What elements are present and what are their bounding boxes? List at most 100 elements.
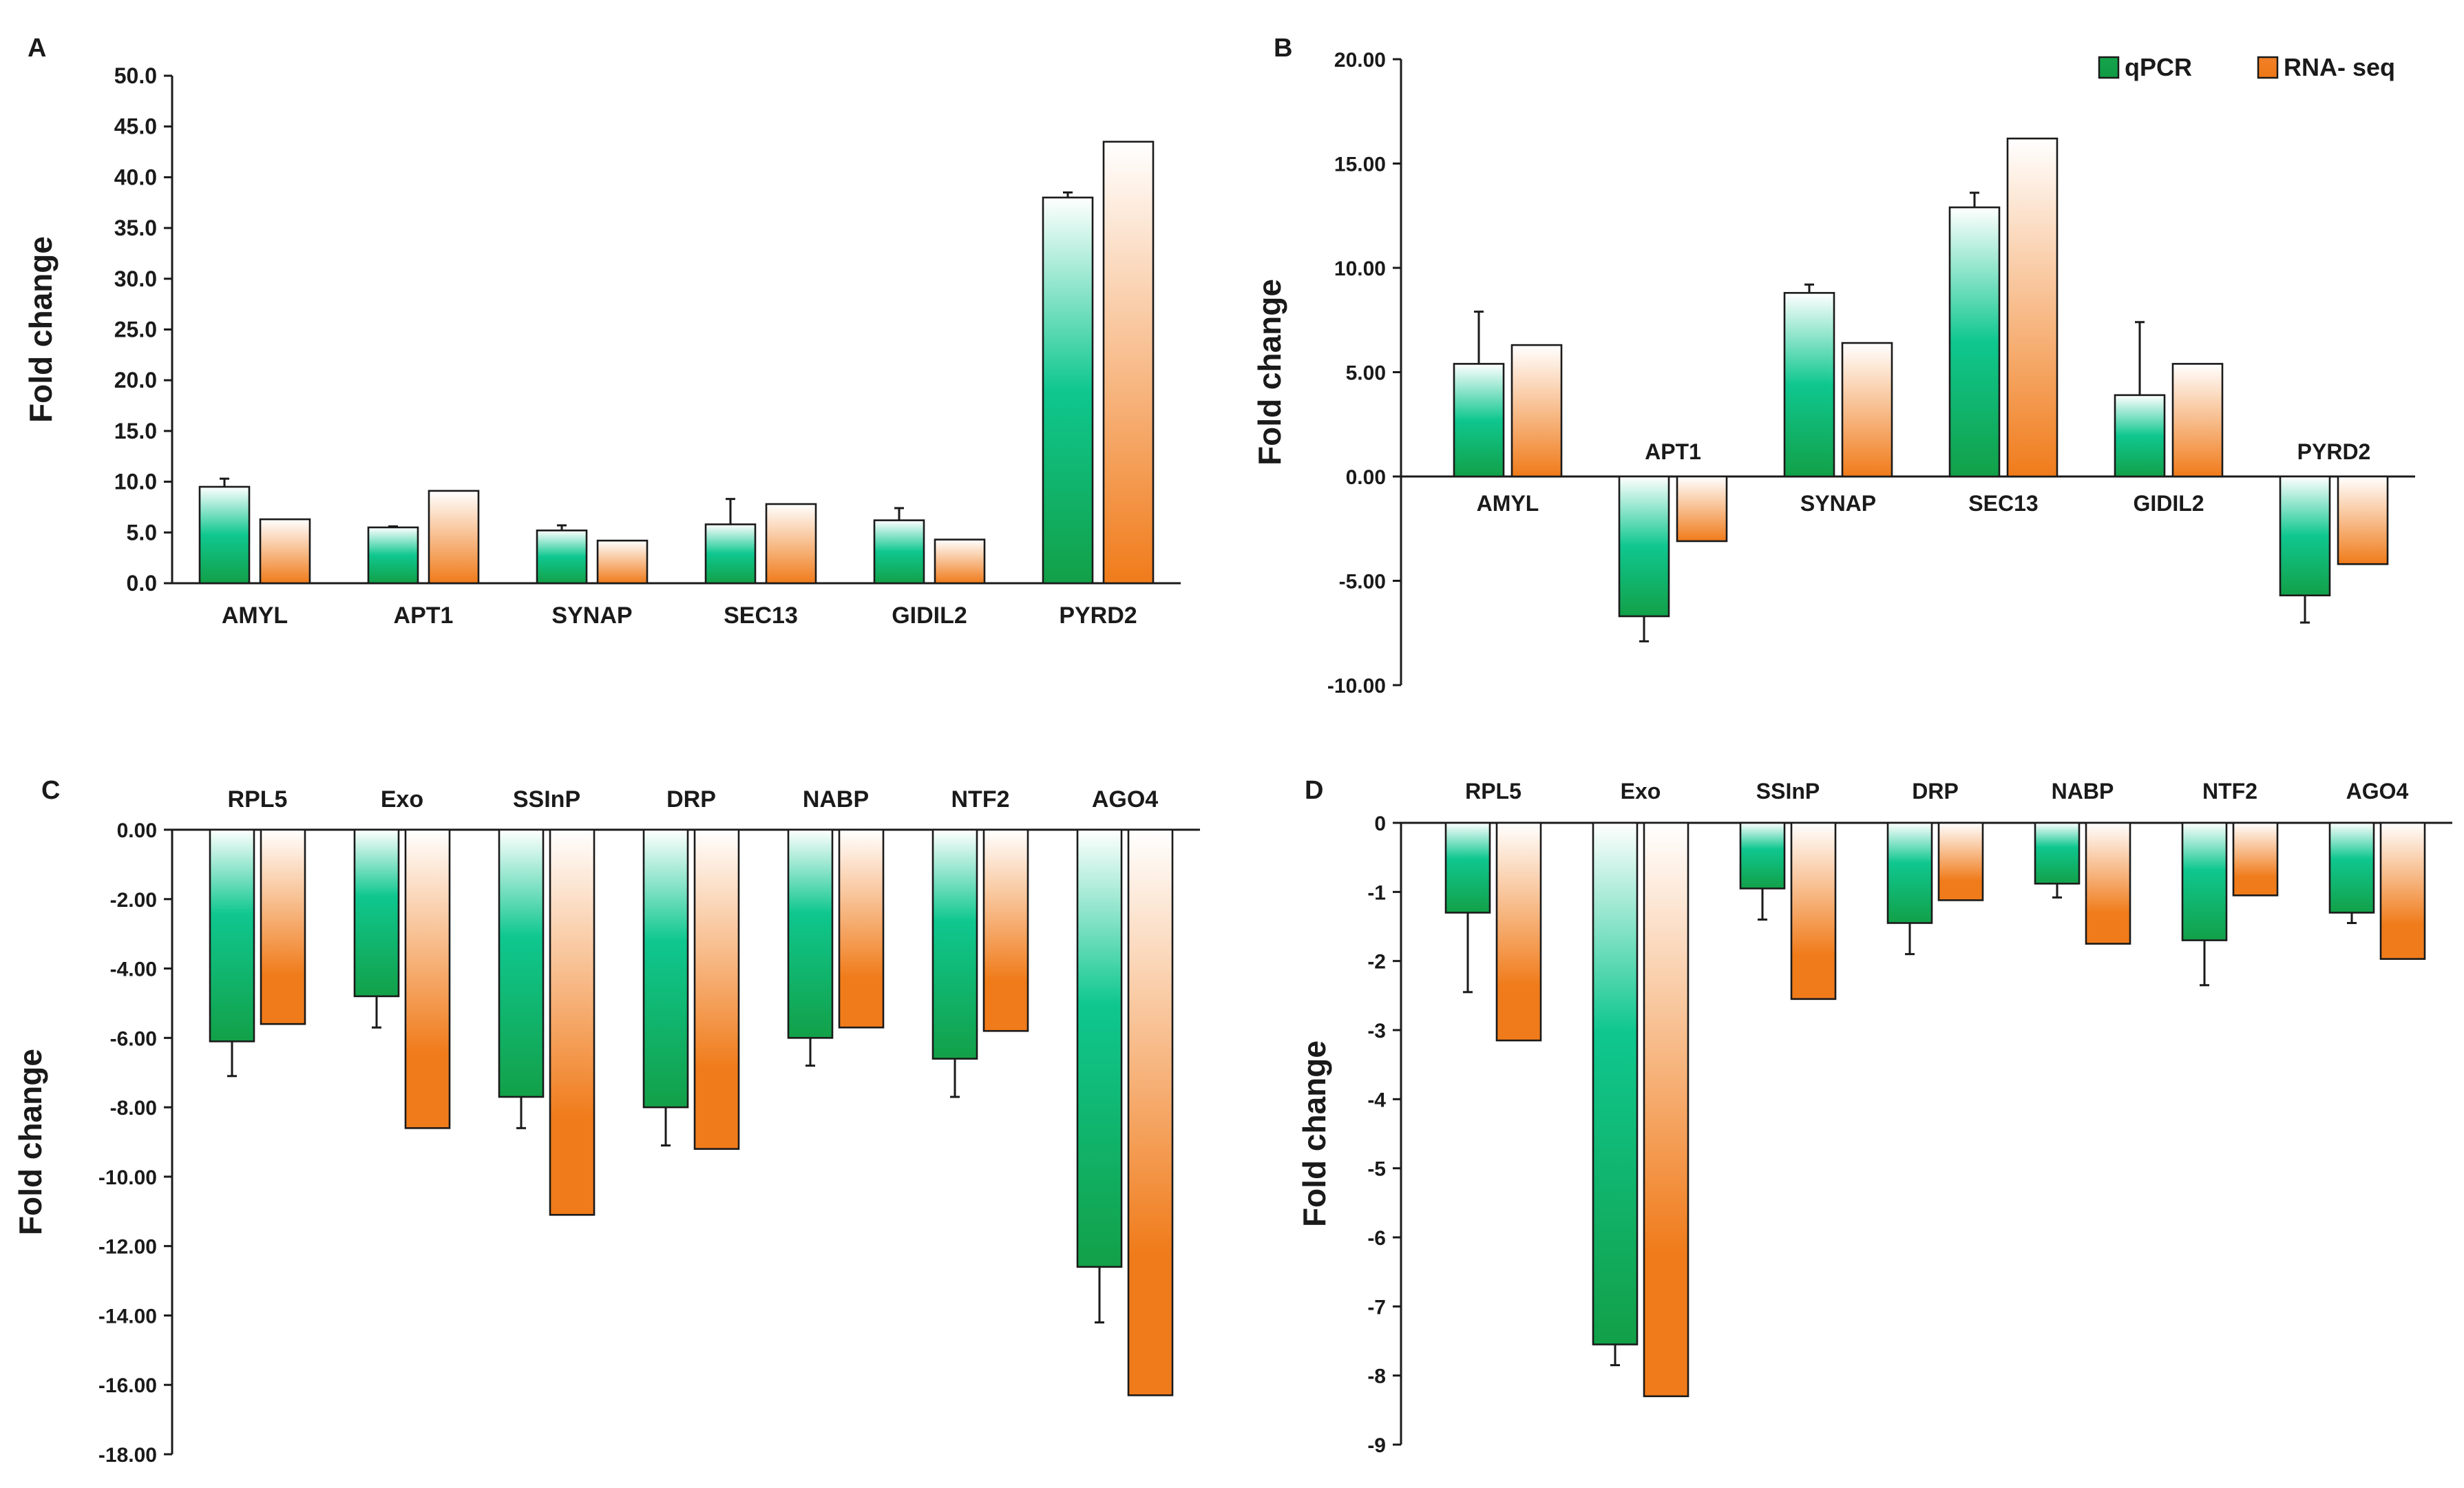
chart-panel-c: -18.00 -16.00 -14.00 -12.00 -10.00 -8.00 -6.00… [12,786,1200,1467]
panel-label-a: A [28,34,46,63]
bar-qpcr-apt1 [1618,475,1670,618]
chart-panel-d: -9 -8 -7 -6 -5 -4 -3 -2 -1 0 Fold change RPL5 Exo SSI… [1296,779,2452,1457]
y-tick-label: 5.0 [127,520,157,545]
legend-label-rna-seq: RNA- seq [2284,53,2395,81]
x-category-label-drp: DRP [1912,779,1959,804]
bar-rna-seq-ntf2 [2232,821,2279,897]
bar-rna-seq-exo [404,828,451,1129]
x-category-label-synap: SYNAP [551,602,632,629]
bar-rna-seq-pyrd2 [2337,475,2389,565]
bar-qpcr-ntf2 [931,828,978,1060]
x-category-label-apt1: APT1 [394,602,454,629]
bar-qpcr-exo [1592,821,1639,1345]
bar-rna-seq-ssinp [549,828,596,1216]
bar-rna-seq-exo [1643,821,1689,1398]
x-category-label-sec13: SEC13 [1968,491,2038,516]
y-tick-label: 15.0 [114,419,157,443]
bar-rna-seq-amyl [259,518,311,585]
y-tick-label: -4.00 [110,958,157,981]
y-tick-label: -10.00 [1327,675,1386,698]
x-category-label-ntf2: NTF2 [2202,779,2257,804]
y-tick-label: -12.00 [98,1236,157,1259]
legend-swatch-rna-seq [2257,56,2279,79]
bar-rna-seq-ssinp [1790,821,1837,1000]
bar-rna-seq-drp [693,828,740,1150]
y-tick-label: -2.00 [110,889,157,912]
bar-qpcr-drp [642,828,689,1109]
bar-qpcr-pyrd2 [1042,196,1094,585]
y-axis-title: Fold change [1252,279,1287,465]
bar-rna-seq-sec13 [2006,137,2058,478]
x-category-label-pyrd2: PYRD2 [1059,602,1137,629]
y-tick-label: -6 [1367,1227,1386,1250]
x-category-label-gidil2: GIDIL2 [2133,491,2204,516]
x-category-label-pyrd2: PYRD2 [2297,439,2371,464]
y-tick-label: 5.00 [1346,362,1386,385]
bar-qpcr-rpl5 [1444,821,1491,914]
y-tick-label: 30.0 [114,266,157,291]
bar-rna-seq-rpl5 [1495,821,1542,1042]
bar-qpcr-apt1 [367,526,419,585]
bar-qpcr-nabp [787,828,834,1039]
chart-panel-a: 0.0 5.0 10.0 15.0 20.0 25.0 30.0 35.0 40.0 45.0 50… [23,63,1181,629]
bar-qpcr-synap [1783,292,1835,478]
x-category-label-synap: SYNAP [1800,491,1876,516]
bar-qpcr-ago4 [1076,828,1123,1268]
x-category-label-ssinp: SSInP [513,786,580,813]
y-tick-label: -14.00 [98,1305,157,1328]
y-tick-label: -10.00 [98,1166,157,1189]
y-tick-label: -3 [1367,1020,1386,1042]
bar-qpcr-sec13 [704,523,757,585]
panel-label-d: D [1305,776,1323,805]
y-tick-label: 15.00 [1334,154,1386,176]
bar-qpcr-ssinp [498,828,545,1098]
chart-panel-b: -10.00 -5.00 0.00 5.00 10.00 15.00 20.00 Fold c… [1252,49,2415,698]
bar-qpcr-gidil2 [2114,394,2166,478]
y-tick-label: 0.0 [127,571,157,596]
x-category-label-rpl5: RPL5 [228,786,288,813]
y-tick-label: 0.00 [117,819,157,842]
y-tick-label: -5 [1367,1158,1386,1181]
bar-rna-seq-sec13 [765,503,817,585]
panel-label-c: C [41,776,60,805]
y-axis-title: Fold change [12,1049,48,1235]
bar-rna-seq-gidil2 [934,538,986,585]
y-axis-title: Fold change [1296,1040,1332,1227]
legend-label-qpcr: qPCR [2125,53,2192,81]
y-tick-label: 40.0 [114,165,157,189]
y-tick-label: -1 [1367,881,1386,904]
y-tick-label: -8 [1367,1365,1386,1388]
bar-qpcr-sec13 [1948,206,2001,478]
bar-rna-seq-gidil2 [2171,363,2224,478]
x-category-label-exo: Exo [381,786,423,813]
y-tick-label: -2 [1367,951,1386,974]
y-axis-title: Fold change [23,236,59,423]
y-tick-label: -7 [1367,1296,1386,1319]
y-tick-label: -8.00 [110,1097,157,1120]
bar-rna-seq-synap [596,539,649,585]
y-tick-label: 10.0 [114,470,157,494]
y-tick-label: -4 [1367,1089,1386,1111]
y-tick-label: -6.00 [110,1027,157,1050]
y-tick-label: 20.0 [114,368,157,392]
bar-qpcr-nabp [2034,821,2081,885]
y-tick-label: 0 [1374,813,1386,835]
bar-rna-seq-rpl5 [260,828,306,1025]
bar-rna-seq-nabp [838,828,885,1029]
x-category-label-amyl: AMYL [222,602,288,629]
bar-rna-seq-amyl [1510,344,1563,478]
x-category-label-ago4: AGO4 [2346,779,2409,804]
x-category-label-amyl: AMYL [1477,491,1539,516]
x-category-label-nabp: NABP [803,786,869,813]
x-category-label-rpl5: RPL5 [1465,779,1521,804]
bar-rna-seq-apt1 [1676,475,1728,543]
y-tick-label: 50.0 [114,63,157,88]
x-category-label-gidil2: GIDIL2 [892,602,967,629]
legend: qPCR RNA- seq [2098,53,2395,81]
x-category-label-ago4: AGO4 [1092,786,1158,813]
x-category-label-ssinp: SSInP [1756,779,1820,804]
bar-qpcr-ago4 [2328,821,2375,914]
bar-qpcr-rpl5 [209,828,255,1042]
y-tick-label: -5.00 [1339,571,1386,594]
